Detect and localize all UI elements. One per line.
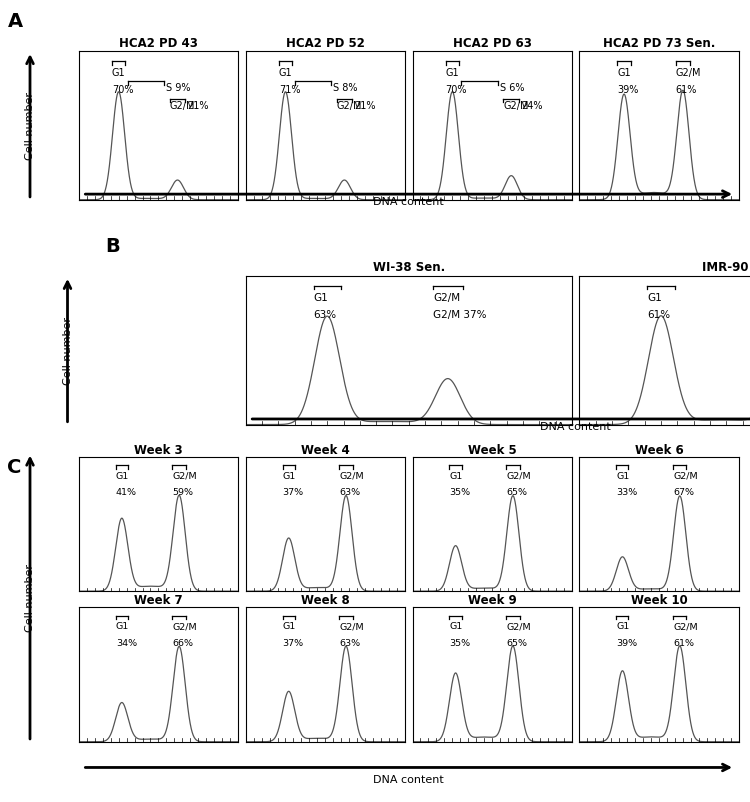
Title: Week 4: Week 4 bbox=[301, 443, 350, 456]
Title: Week 10: Week 10 bbox=[631, 593, 688, 606]
Text: 70%: 70% bbox=[112, 85, 134, 95]
Text: G1: G1 bbox=[283, 472, 296, 480]
Text: G1: G1 bbox=[616, 472, 629, 480]
Text: G1: G1 bbox=[446, 67, 459, 78]
Text: 21%: 21% bbox=[187, 101, 209, 111]
Text: G1: G1 bbox=[616, 622, 629, 630]
Title: Week 6: Week 6 bbox=[634, 443, 683, 456]
Text: 61%: 61% bbox=[647, 310, 670, 319]
Text: 24%: 24% bbox=[520, 101, 542, 111]
Text: G1: G1 bbox=[279, 67, 292, 78]
Text: 61%: 61% bbox=[673, 638, 694, 646]
Text: 33%: 33% bbox=[616, 488, 638, 496]
Text: 65%: 65% bbox=[506, 488, 527, 496]
Text: G1: G1 bbox=[647, 292, 662, 302]
Title: HCA2 PD 43: HCA2 PD 43 bbox=[119, 37, 198, 50]
Text: 67%: 67% bbox=[673, 488, 694, 496]
Text: G1: G1 bbox=[112, 67, 125, 78]
Text: G1: G1 bbox=[116, 622, 129, 630]
Text: G1: G1 bbox=[617, 67, 631, 78]
Text: G2/M: G2/M bbox=[339, 622, 364, 630]
Text: B: B bbox=[105, 237, 120, 256]
Text: DNA content: DNA content bbox=[374, 197, 444, 207]
Text: 21%: 21% bbox=[354, 101, 376, 111]
Text: G1: G1 bbox=[449, 472, 463, 480]
Text: A: A bbox=[8, 12, 22, 31]
Text: Cell number: Cell number bbox=[62, 317, 73, 385]
Title: IMR-90 Sen.: IMR-90 Sen. bbox=[703, 261, 750, 274]
Text: 39%: 39% bbox=[616, 638, 638, 646]
Text: G1: G1 bbox=[449, 622, 463, 630]
Title: HCA2 PD 52: HCA2 PD 52 bbox=[286, 37, 364, 50]
Text: G2/M 37%: G2/M 37% bbox=[433, 310, 487, 319]
Text: DNA content: DNA content bbox=[540, 422, 611, 431]
Text: Cell number: Cell number bbox=[25, 564, 35, 631]
Text: G1: G1 bbox=[283, 622, 296, 630]
Text: Cell number: Cell number bbox=[25, 92, 35, 160]
Text: S 6%: S 6% bbox=[500, 83, 524, 93]
Text: G2/M: G2/M bbox=[673, 472, 698, 480]
Text: 41%: 41% bbox=[116, 488, 136, 496]
Text: G1: G1 bbox=[314, 292, 328, 302]
Title: Week 7: Week 7 bbox=[134, 593, 183, 606]
Text: G2/M: G2/M bbox=[339, 472, 364, 480]
Text: G2/M: G2/M bbox=[172, 622, 197, 630]
Text: 71%: 71% bbox=[279, 85, 300, 95]
Text: 65%: 65% bbox=[506, 638, 527, 646]
Text: G2/M: G2/M bbox=[673, 622, 698, 630]
Text: 66%: 66% bbox=[172, 638, 194, 646]
Text: 34%: 34% bbox=[116, 638, 136, 646]
Text: G2/M: G2/M bbox=[503, 101, 529, 111]
Text: 63%: 63% bbox=[339, 638, 361, 646]
Title: HCA2 PD 73 Sen.: HCA2 PD 73 Sen. bbox=[603, 37, 715, 50]
Title: Week 3: Week 3 bbox=[134, 443, 183, 456]
Text: G2/M: G2/M bbox=[506, 622, 531, 630]
Text: 35%: 35% bbox=[449, 638, 470, 646]
Text: G2/M: G2/M bbox=[172, 472, 197, 480]
Text: 63%: 63% bbox=[314, 310, 337, 319]
Text: 59%: 59% bbox=[172, 488, 194, 496]
Title: Week 8: Week 8 bbox=[301, 593, 350, 606]
Text: 63%: 63% bbox=[339, 488, 361, 496]
Text: 35%: 35% bbox=[449, 488, 470, 496]
Text: G2/M: G2/M bbox=[170, 101, 195, 111]
Text: 39%: 39% bbox=[617, 85, 639, 95]
Text: DNA content: DNA content bbox=[374, 775, 444, 784]
Text: G2/M: G2/M bbox=[337, 101, 362, 111]
Title: WI-38 Sen.: WI-38 Sen. bbox=[373, 261, 445, 274]
Text: C: C bbox=[8, 457, 22, 476]
Text: G2/M: G2/M bbox=[506, 472, 531, 480]
Title: Week 9: Week 9 bbox=[468, 593, 517, 606]
Title: HCA2 PD 63: HCA2 PD 63 bbox=[453, 37, 532, 50]
Text: G1: G1 bbox=[116, 472, 129, 480]
Text: G2/M: G2/M bbox=[433, 292, 460, 302]
Text: 37%: 37% bbox=[283, 638, 304, 646]
Text: 61%: 61% bbox=[676, 85, 697, 95]
Title: Week 5: Week 5 bbox=[468, 443, 517, 456]
Text: G2/M: G2/M bbox=[676, 67, 701, 78]
Text: S 8%: S 8% bbox=[333, 83, 357, 93]
Text: 37%: 37% bbox=[283, 488, 304, 496]
Text: 70%: 70% bbox=[446, 85, 467, 95]
Text: S 9%: S 9% bbox=[166, 83, 190, 93]
